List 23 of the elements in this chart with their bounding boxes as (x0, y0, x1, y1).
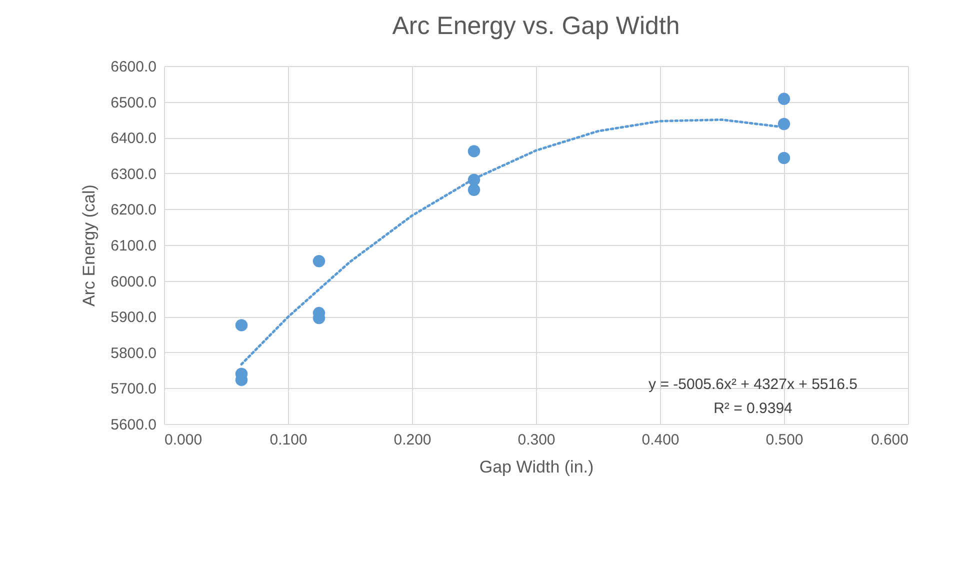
x-tick-label: 0.400 (642, 432, 680, 448)
y-tick-label: 6300.0 (110, 166, 156, 183)
y-tick-label: 5800.0 (110, 344, 156, 362)
x-axis-title: Gap Width (in.) (479, 458, 594, 476)
annotation: y = -5005.6x² + 4327x + 5516.5 (648, 376, 858, 393)
x-tick-label: 0.500 (766, 432, 804, 448)
y-axis-title: Arc Energy (cal) (80, 184, 99, 306)
y-tick-label: 5600.0 (110, 416, 156, 434)
y-tick-label: 6000.0 (110, 273, 156, 290)
x-tick-label: 0.300 (518, 432, 556, 448)
y-tick-label: 6400.0 (110, 130, 156, 148)
x-tick-label: 0.200 (394, 432, 432, 448)
x-tick-label: 0.000 (164, 432, 202, 448)
y-tick-label: 6500.0 (110, 94, 156, 112)
y-tick-label: 6200.0 (110, 202, 156, 219)
x-tick-label: 0.600 (870, 432, 908, 448)
annotation: R² = 0.9394 (714, 400, 792, 417)
y-tick-label: 5700.0 (110, 380, 156, 398)
y-tick-label: 6600.0 (110, 58, 156, 76)
y-tick-label: 6100.0 (110, 238, 156, 254)
y-tick-label: 5900.0 (110, 309, 156, 326)
chart-title: Arc Energy vs. Gap Width (392, 12, 680, 40)
x-tick-label: 0.100 (270, 432, 308, 448)
